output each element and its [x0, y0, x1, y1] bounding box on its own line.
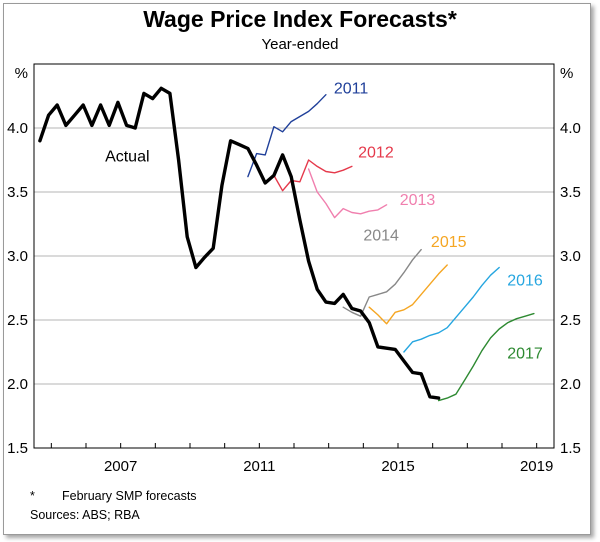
- y-unit-right: %: [560, 65, 573, 82]
- x-tick-label: 2019: [520, 458, 553, 475]
- y-tick-label-right: 2.5: [560, 312, 581, 329]
- series-label-2014: 2014: [363, 228, 399, 245]
- series-label-2013: 2013: [400, 192, 436, 209]
- series-line-2015: [368, 264, 448, 325]
- chart-subtitle: Year-ended: [261, 36, 339, 53]
- series-line-2017: [437, 312, 535, 402]
- series-line-2014: [342, 248, 422, 317]
- y-tick-label-right: 3.5: [560, 184, 581, 201]
- y-tick-label-left: 3.5: [7, 184, 28, 201]
- series-label-2015: 2015: [431, 234, 467, 251]
- y-tick-label-left: 1.5: [7, 440, 28, 457]
- footnote-star: *: [30, 489, 35, 503]
- y-tick-label-left: 4.0: [7, 120, 28, 137]
- y-tick-label-right: 4.0: [560, 120, 581, 137]
- footnote-note: February SMP forecasts: [62, 489, 197, 503]
- series-label-2017: 2017: [507, 345, 543, 362]
- y-tick-label-right: 1.5: [560, 440, 581, 457]
- y-tick-label-left: 3.0: [7, 248, 28, 265]
- x-tick-label: 2007: [104, 458, 137, 475]
- y-tick-label-left: 2.5: [7, 312, 28, 329]
- series-label-2011: 2011: [334, 80, 369, 97]
- chart-title: Wage Price Index Forecasts*: [143, 6, 457, 32]
- series-label-actual: Actual: [105, 148, 149, 165]
- footnote-sources: Sources: ABS; RBA: [30, 508, 140, 522]
- y-tick-label-right: 3.0: [560, 248, 581, 265]
- x-tick-label: 2011: [243, 458, 275, 475]
- series-line-2013: [307, 168, 388, 219]
- series-label-2012: 2012: [358, 144, 394, 161]
- series-line-2016: [403, 266, 500, 353]
- chart-frame: [3, 3, 591, 535]
- series-line-2011: [247, 93, 327, 178]
- x-tick-label: 2015: [381, 458, 414, 475]
- series-line-actual: [38, 86, 441, 400]
- y-tick-label-right: 2.0: [560, 376, 581, 393]
- y-tick-label-left: 2.0: [7, 376, 28, 393]
- series-line-2012: [273, 159, 353, 192]
- y-unit-left: %: [15, 65, 28, 82]
- series-label-2016: 2016: [507, 272, 543, 289]
